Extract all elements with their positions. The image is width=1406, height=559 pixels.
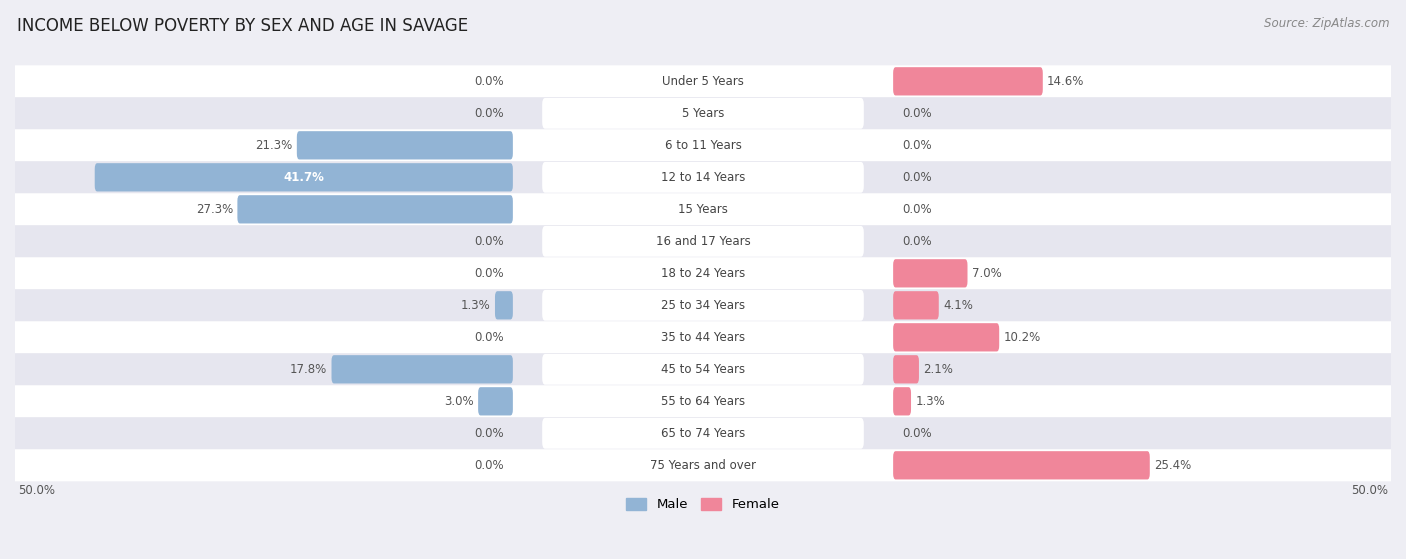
FancyBboxPatch shape bbox=[15, 321, 1391, 353]
FancyBboxPatch shape bbox=[15, 225, 1391, 257]
Text: 14.6%: 14.6% bbox=[1047, 75, 1084, 88]
FancyBboxPatch shape bbox=[15, 385, 1391, 418]
Text: 65 to 74 Years: 65 to 74 Years bbox=[661, 427, 745, 440]
FancyBboxPatch shape bbox=[297, 131, 513, 159]
FancyBboxPatch shape bbox=[543, 194, 863, 225]
Text: 0.0%: 0.0% bbox=[474, 75, 503, 88]
Text: 15 Years: 15 Years bbox=[678, 203, 728, 216]
Legend: Male, Female: Male, Female bbox=[621, 492, 785, 517]
FancyBboxPatch shape bbox=[543, 162, 863, 193]
FancyBboxPatch shape bbox=[543, 322, 863, 353]
Text: 0.0%: 0.0% bbox=[903, 427, 932, 440]
FancyBboxPatch shape bbox=[543, 450, 863, 481]
Text: 0.0%: 0.0% bbox=[474, 459, 503, 472]
FancyBboxPatch shape bbox=[15, 257, 1391, 290]
Text: 18 to 24 Years: 18 to 24 Years bbox=[661, 267, 745, 280]
FancyBboxPatch shape bbox=[15, 290, 1391, 321]
FancyBboxPatch shape bbox=[543, 98, 863, 129]
FancyBboxPatch shape bbox=[543, 290, 863, 321]
FancyBboxPatch shape bbox=[15, 97, 1391, 129]
FancyBboxPatch shape bbox=[15, 449, 1391, 481]
Text: 0.0%: 0.0% bbox=[903, 107, 932, 120]
Text: 0.0%: 0.0% bbox=[903, 171, 932, 184]
Text: 16 and 17 Years: 16 and 17 Years bbox=[655, 235, 751, 248]
Text: 21.3%: 21.3% bbox=[256, 139, 292, 152]
Text: Source: ZipAtlas.com: Source: ZipAtlas.com bbox=[1264, 17, 1389, 30]
Text: 1.3%: 1.3% bbox=[915, 395, 945, 408]
FancyBboxPatch shape bbox=[893, 259, 967, 287]
Text: INCOME BELOW POVERTY BY SEX AND AGE IN SAVAGE: INCOME BELOW POVERTY BY SEX AND AGE IN S… bbox=[17, 17, 468, 35]
Text: 50.0%: 50.0% bbox=[18, 484, 55, 497]
FancyBboxPatch shape bbox=[543, 66, 863, 97]
FancyBboxPatch shape bbox=[478, 387, 513, 415]
Text: 7.0%: 7.0% bbox=[972, 267, 1001, 280]
FancyBboxPatch shape bbox=[893, 291, 939, 319]
FancyBboxPatch shape bbox=[893, 67, 1043, 96]
FancyBboxPatch shape bbox=[543, 386, 863, 416]
Text: 1.3%: 1.3% bbox=[461, 299, 491, 312]
FancyBboxPatch shape bbox=[15, 193, 1391, 225]
Text: 55 to 64 Years: 55 to 64 Years bbox=[661, 395, 745, 408]
FancyBboxPatch shape bbox=[893, 323, 1000, 352]
Text: 0.0%: 0.0% bbox=[474, 427, 503, 440]
Text: 0.0%: 0.0% bbox=[903, 203, 932, 216]
FancyBboxPatch shape bbox=[238, 195, 513, 224]
Text: 25.4%: 25.4% bbox=[1154, 459, 1191, 472]
FancyBboxPatch shape bbox=[893, 355, 920, 383]
Text: 12 to 14 Years: 12 to 14 Years bbox=[661, 171, 745, 184]
Text: 6 to 11 Years: 6 to 11 Years bbox=[665, 139, 741, 152]
FancyBboxPatch shape bbox=[15, 353, 1391, 385]
Text: 50.0%: 50.0% bbox=[1351, 484, 1388, 497]
Text: 5 Years: 5 Years bbox=[682, 107, 724, 120]
Text: Under 5 Years: Under 5 Years bbox=[662, 75, 744, 88]
Text: 4.1%: 4.1% bbox=[943, 299, 973, 312]
Text: 3.0%: 3.0% bbox=[444, 395, 474, 408]
FancyBboxPatch shape bbox=[15, 162, 1391, 193]
Text: 0.0%: 0.0% bbox=[474, 331, 503, 344]
FancyBboxPatch shape bbox=[332, 355, 513, 383]
Text: 41.7%: 41.7% bbox=[284, 171, 325, 184]
Text: 75 Years and over: 75 Years and over bbox=[650, 459, 756, 472]
FancyBboxPatch shape bbox=[543, 130, 863, 160]
Text: 0.0%: 0.0% bbox=[903, 235, 932, 248]
Text: 35 to 44 Years: 35 to 44 Years bbox=[661, 331, 745, 344]
Text: 0.0%: 0.0% bbox=[474, 107, 503, 120]
Text: 0.0%: 0.0% bbox=[474, 267, 503, 280]
Text: 27.3%: 27.3% bbox=[195, 203, 233, 216]
FancyBboxPatch shape bbox=[543, 258, 863, 288]
FancyBboxPatch shape bbox=[15, 65, 1391, 97]
Text: 45 to 54 Years: 45 to 54 Years bbox=[661, 363, 745, 376]
Text: 0.0%: 0.0% bbox=[474, 235, 503, 248]
FancyBboxPatch shape bbox=[543, 226, 863, 257]
FancyBboxPatch shape bbox=[543, 418, 863, 449]
FancyBboxPatch shape bbox=[543, 354, 863, 385]
FancyBboxPatch shape bbox=[15, 129, 1391, 162]
FancyBboxPatch shape bbox=[893, 387, 911, 415]
FancyBboxPatch shape bbox=[15, 418, 1391, 449]
Text: 0.0%: 0.0% bbox=[903, 139, 932, 152]
Text: 25 to 34 Years: 25 to 34 Years bbox=[661, 299, 745, 312]
FancyBboxPatch shape bbox=[495, 291, 513, 319]
Text: 2.1%: 2.1% bbox=[924, 363, 953, 376]
Text: 10.2%: 10.2% bbox=[1004, 331, 1040, 344]
FancyBboxPatch shape bbox=[94, 163, 513, 192]
FancyBboxPatch shape bbox=[893, 451, 1150, 480]
Text: 17.8%: 17.8% bbox=[290, 363, 328, 376]
